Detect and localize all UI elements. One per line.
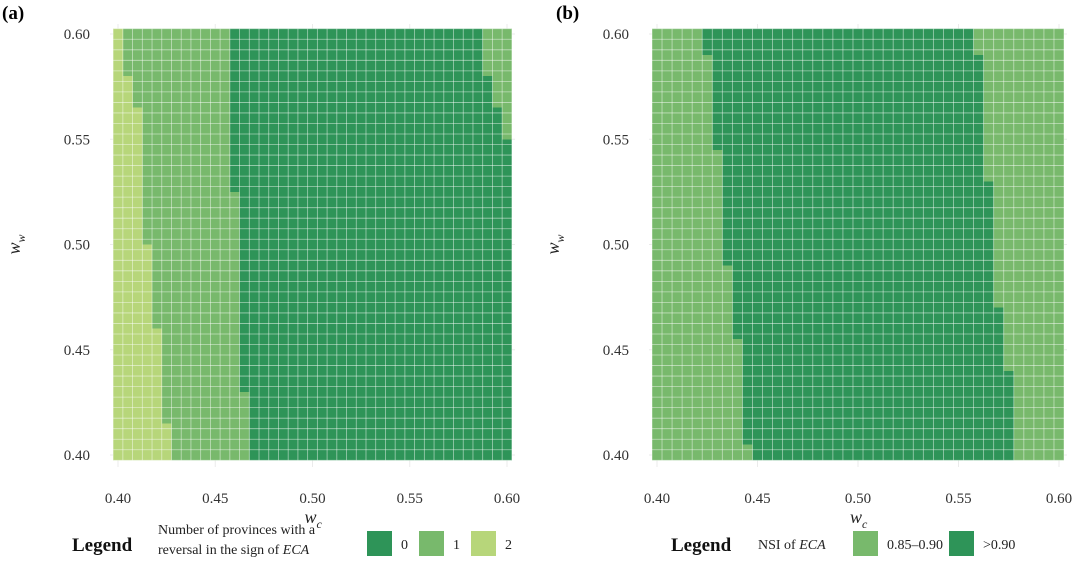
y-axis-title-main: w <box>4 242 24 254</box>
panel-label: (b) <box>556 3 579 24</box>
y-tick-label: 0.50 <box>64 238 90 254</box>
legend-description-line2: reversal in the sign of ECA <box>158 543 310 558</box>
x-axis-title: wc <box>850 507 868 531</box>
legend-title: Legend <box>671 535 732 556</box>
region-nsi-above-090 <box>722 181 994 203</box>
y-axis-title-main: w <box>543 242 563 254</box>
y-axis-title: ww <box>4 234 28 254</box>
y-tick-labels: 0.40 0.45 0.50 0.55 0.60 <box>64 27 90 464</box>
legend-keys: 0 1 2 <box>367 531 512 556</box>
legend-key-label: 1 <box>453 538 460 553</box>
y-tick-label: 0.60 <box>64 27 90 43</box>
x-tick-label: 0.40 <box>644 491 670 507</box>
x-axis-title-sub: c <box>862 517 868 531</box>
legend-key-label: 2 <box>505 538 512 553</box>
x-tick-labels: 0.40 0.45 0.50 0.55 0.60 <box>644 491 1072 507</box>
region-1-province <box>122 28 230 77</box>
legend-description-prefix: NSI of <box>758 538 799 553</box>
legend-key-swatch <box>367 531 392 556</box>
y-tick-label: 0.40 <box>64 448 90 464</box>
x-tick-label: 0.55 <box>945 491 971 507</box>
legend-description-emph: ECA <box>798 538 826 553</box>
x-axis-title: wc <box>305 507 323 531</box>
panel-label: (a) <box>2 3 24 24</box>
legend-key-label: >0.90 <box>983 538 1015 553</box>
region-nsi-085-090 <box>651 28 703 56</box>
panel-b: (b) 0.40 0.45 0.50 0.55 0.60 0.40 0.45 0.50 0.5… <box>543 3 1072 556</box>
x-tick-labels: 0.40 0.45 0.50 0.55 0.60 <box>105 491 520 507</box>
legend-keys: 0.85–0.90 >0.90 <box>853 531 1015 556</box>
y-tick-label: 0.55 <box>64 132 90 148</box>
y-tick-label: 0.40 <box>603 448 629 464</box>
x-tick-label: 0.45 <box>744 491 770 507</box>
x-tick-label: 0.60 <box>1046 491 1072 507</box>
region-0-provinces <box>249 423 512 461</box>
legend-description-line1: Number of provinces with a <box>158 523 316 538</box>
region-1-province <box>152 244 240 329</box>
x-axis-title-main: w <box>850 507 862 527</box>
y-axis-title: ww <box>543 234 567 254</box>
heatmap-cells <box>113 28 512 461</box>
region-nsi-085-090 <box>651 181 723 203</box>
legend-description-emph: ECA <box>282 543 310 558</box>
y-tick-labels: 0.40 0.45 0.50 0.55 0.60 <box>603 27 629 464</box>
legend-key-swatch <box>949 531 974 556</box>
y-axis-title-sub: w <box>14 234 28 242</box>
y-tick-label: 0.60 <box>603 27 629 43</box>
x-tick-label: 0.55 <box>397 491 423 507</box>
legend: Legend Number of provinces with a revers… <box>72 523 512 558</box>
legend-title: Legend <box>72 535 133 556</box>
legend-key-swatch <box>471 531 496 556</box>
region-2-provinces <box>113 28 123 77</box>
region-nsi-085-090 <box>973 28 1065 56</box>
cell-gridlines <box>112 28 513 461</box>
y-tick-label: 0.55 <box>603 132 629 148</box>
x-tick-label: 0.45 <box>202 491 228 507</box>
region-nsi-above-090 <box>702 28 974 56</box>
region-nsi-above-090 <box>712 55 984 98</box>
legend-description-prefix: reversal in the sign of <box>158 543 283 558</box>
region-nsi-085-090 <box>993 265 1065 308</box>
legend: Legend NSI of ECA 0.85–0.90 >0.90 <box>671 531 1015 556</box>
panel-a: (a) 0.40 0.45 0.50 0.55 0.60 0.40 0.45 0.50 0.5… <box>2 3 520 558</box>
region-2-provinces <box>113 328 162 392</box>
x-tick-label: 0.60 <box>494 491 520 507</box>
x-tick-label: 0.40 <box>105 491 131 507</box>
y-axis-title-sub: w <box>553 234 567 242</box>
y-tick-label: 0.45 <box>64 343 90 359</box>
legend-key-swatch <box>853 531 878 556</box>
y-tick-label: 0.45 <box>603 343 629 359</box>
region-nsi-085-090 <box>1013 444 1065 461</box>
x-axis-title-main: w <box>305 507 317 527</box>
x-tick-label: 0.50 <box>845 491 871 507</box>
legend-key-swatch <box>419 531 444 556</box>
region-1-province <box>482 28 512 77</box>
heatmap-cells <box>651 28 1065 461</box>
cell-gridlines <box>651 28 1065 461</box>
legend-key-label: 0.85–0.90 <box>887 538 943 553</box>
y-tick-label: 0.50 <box>603 238 629 254</box>
legend-description-line2: NSI of ECA <box>758 538 826 553</box>
region-nsi-085-090 <box>993 181 1065 203</box>
legend-key-label: 0 <box>401 538 408 553</box>
x-axis-title-sub: c <box>317 517 323 531</box>
x-tick-label: 0.50 <box>299 491 325 507</box>
